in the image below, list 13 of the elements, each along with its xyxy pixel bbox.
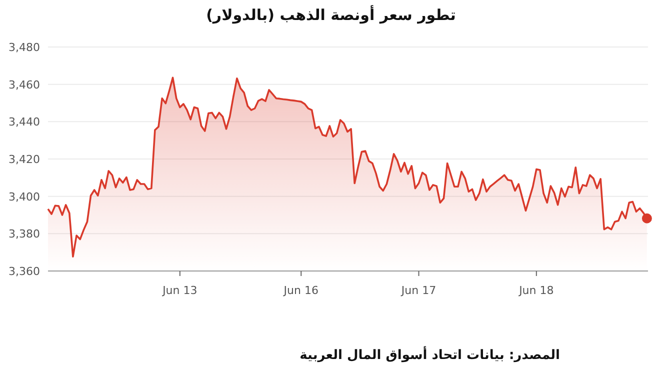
chart-title: تطور سعر أونصة الذهب (بالدولار) (206, 5, 456, 24)
x-tick-label: Jun 17 (400, 284, 436, 297)
y-tick-label: 3,460 (8, 78, 40, 92)
y-tick-label: 3,480 (8, 41, 40, 54)
y-tick-label: 3,380 (8, 228, 40, 241)
x-tick-label: Jun 16 (282, 284, 318, 297)
x-tick-label: Jun 13 (162, 284, 198, 297)
y-tick-label: 3,400 (8, 190, 40, 204)
y-tick-label: 3,360 (8, 265, 40, 278)
x-tick-label: Jun 18 (518, 284, 554, 297)
y-tick-label: 3,420 (8, 153, 40, 166)
text: المصدر: بيانات اتحاد أسواق المال العربية (300, 346, 560, 363)
y-tick-label: 3,440 (8, 116, 40, 129)
